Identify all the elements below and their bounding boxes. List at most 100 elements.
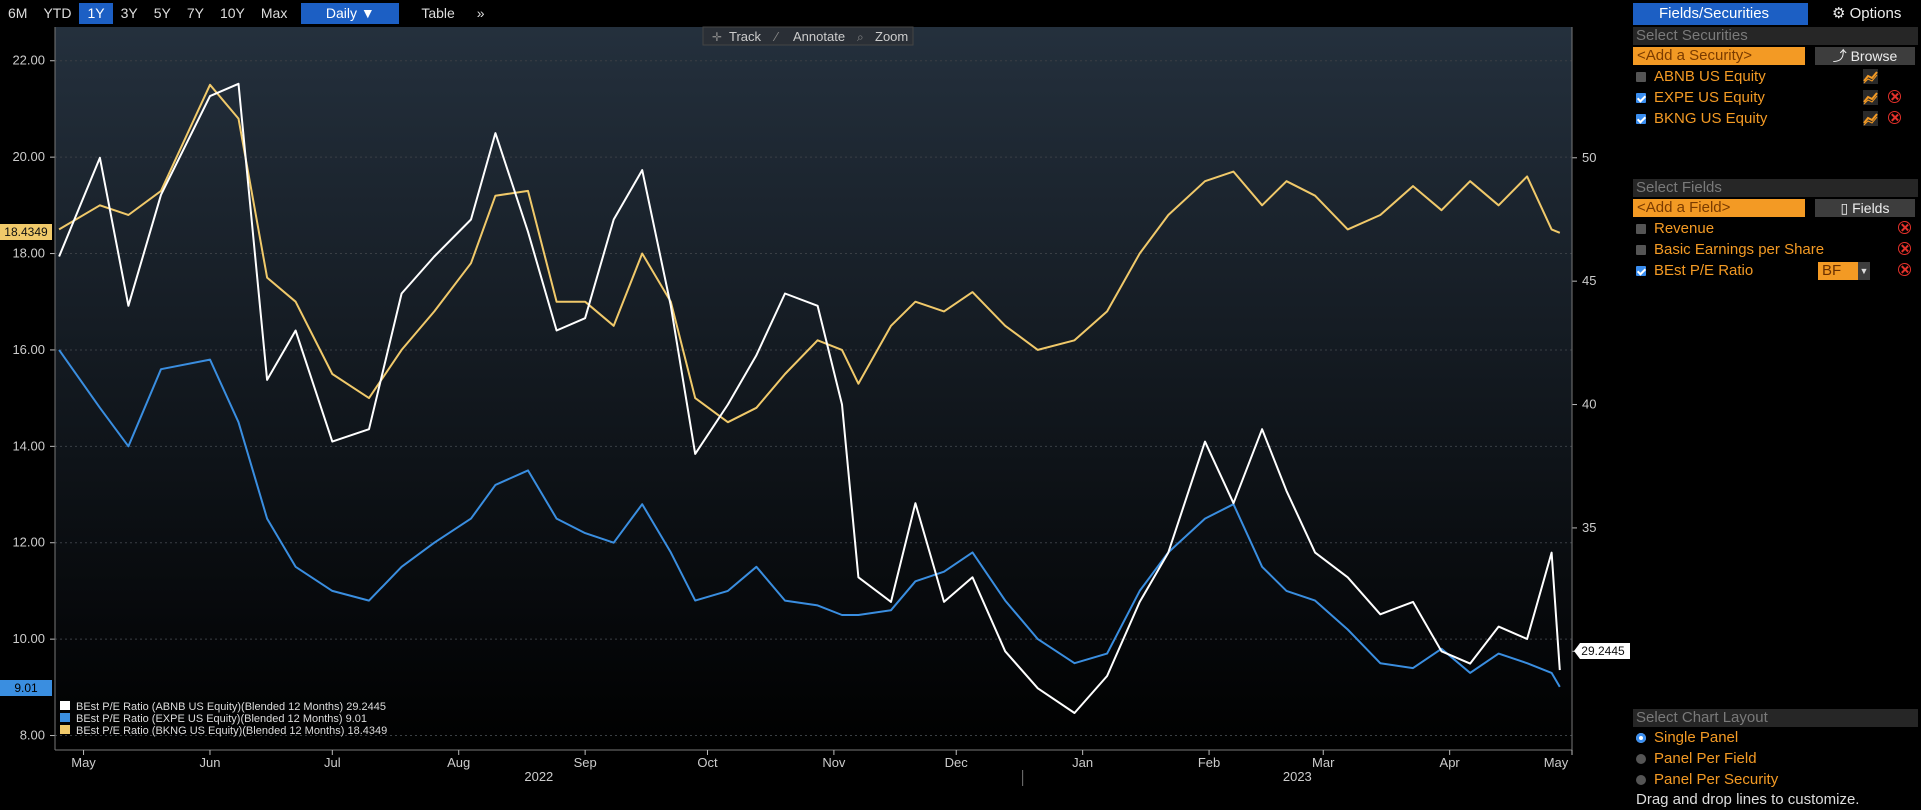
annotate-button[interactable]: Annotate	[793, 29, 845, 44]
fields-icon: ▯	[1840, 200, 1849, 216]
browse-button[interactable]: ⤴ Browse	[1815, 47, 1915, 65]
field-label-revenue: Revenue	[1654, 220, 1715, 237]
browse-label: Browse	[1850, 48, 1898, 64]
right-tick-label: 40	[1582, 397, 1596, 412]
field-label-pe: BEst P/E Ratio	[1654, 262, 1754, 279]
line-style-icon[interactable]	[1863, 90, 1878, 105]
fields-button[interactable]: ▯ Fields	[1815, 199, 1915, 217]
range-max-button[interactable]: Max	[260, 5, 288, 21]
security-label-bkng: BKNG US Equity	[1654, 110, 1768, 127]
zoom-icon: ⌕	[857, 30, 864, 44]
remove-icon[interactable]	[1898, 242, 1911, 255]
chevron-down-icon[interactable]: ▼	[1858, 262, 1870, 280]
layout-label-panel-per-field: Panel Per Field	[1654, 750, 1757, 767]
range-7y-button[interactable]: 7Y	[186, 5, 204, 21]
security-checkbox-abnb[interactable]	[1636, 72, 1646, 82]
abnb-value-tag	[1574, 643, 1630, 659]
field-row-eps: Basic Earnings per Share	[1630, 239, 1921, 260]
range-3y-button[interactable]: 3Y	[120, 5, 138, 21]
right-axis: 5045403530	[1571, 27, 1596, 750]
x-tick-label: Nov	[822, 755, 846, 770]
x-tick-label: Feb	[1198, 755, 1220, 770]
remove-icon[interactable]	[1898, 263, 1911, 276]
x-tick-label: Aug	[447, 755, 470, 770]
chart-toolbar: 6M YTD 1Y 3Y 5Y 7Y 10Y Max Daily ▼ Table…	[0, 0, 1630, 27]
layout-label-panel-per-security: Panel Per Security	[1654, 771, 1779, 788]
legend: BEst P/E Ratio (ABNB US Equity)(Blended …	[60, 701, 387, 737]
x-tick-label: Mar	[1312, 755, 1335, 770]
x-tick-label: Apr	[1440, 755, 1461, 770]
security-row-expe: EXPE US Equity	[1630, 87, 1921, 108]
x-tick-label: Sep	[574, 755, 597, 770]
more-button[interactable]: »	[476, 5, 485, 21]
frequency-dropdown[interactable]: Daily ▼	[301, 3, 400, 24]
x-tick-label: May	[1544, 755, 1569, 770]
sidebar-tabs: Fields/Securities ⚙ Options	[1630, 3, 1921, 27]
remove-icon[interactable]	[1888, 90, 1901, 103]
x-tick-label: Oct	[697, 755, 718, 770]
remove-icon[interactable]	[1888, 111, 1901, 124]
annotate-icon: ⁄	[772, 30, 780, 44]
right-tick-label: 50	[1582, 150, 1596, 165]
range-ytd-button[interactable]: YTD	[43, 5, 72, 21]
remove-icon[interactable]	[1898, 221, 1911, 234]
bkng-value-tag	[0, 224, 52, 240]
layout-option-panel-per-field[interactable]: Panel Per Field	[1630, 748, 1921, 769]
chart-tools-bar	[702, 26, 914, 46]
field-checkbox-eps[interactable]	[1636, 245, 1646, 255]
bf-dropdown[interactable]: BF	[1818, 262, 1858, 280]
select-securities-heading: Select Securities	[1633, 27, 1918, 45]
legend-swatch-abnb	[60, 701, 70, 710]
layout-hint: Drag and drop lines to customize.	[1636, 791, 1860, 808]
select-chart-layout-heading: Select Chart Layout	[1633, 709, 1918, 727]
add-security-input[interactable]: <Add a Security>	[1633, 47, 1805, 65]
right-tick-label: 35	[1582, 520, 1596, 535]
radio-panel-per-security[interactable]	[1636, 775, 1646, 785]
x-year-label: 2022	[524, 769, 553, 784]
range-5y-button[interactable]: 5Y	[153, 5, 171, 21]
line-style-icon[interactable]	[1863, 111, 1878, 126]
line-style-icon[interactable]	[1863, 69, 1878, 84]
x-axis: May Jun Jul Aug Sep Oct Nov Dec Jan Feb Mar Apr May 2…	[55, 749, 1573, 786]
left-tick-label: 8.00	[20, 728, 45, 743]
left-tick-label: 18.00	[12, 246, 45, 261]
range-10y-button[interactable]: 10Y	[219, 5, 245, 21]
legend-label-expe: BEst P/E Ratio (EXPE US Equity)(Blended …	[76, 713, 367, 725]
left-tick-label: 12.00	[12, 535, 45, 550]
layout-label-single-panel: Single Panel	[1654, 729, 1739, 746]
tab-options[interactable]: ⚙ Options	[1808, 3, 1918, 25]
left-tick-label: 22.00	[12, 53, 45, 68]
security-checkbox-expe[interactable]	[1636, 93, 1646, 103]
layout-option-panel-per-security[interactable]: Panel Per Security	[1630, 769, 1921, 790]
field-checkbox-pe[interactable]	[1636, 266, 1646, 276]
plot-background	[55, 27, 1572, 750]
table-button[interactable]: Table	[421, 5, 455, 21]
security-checkbox-bkng[interactable]	[1636, 114, 1646, 124]
legend-label-bkng: BEst P/E Ratio (BKNG US Equity)(Blended …	[76, 725, 387, 737]
tab-fields-securities[interactable]: Fields/Securities	[1633, 3, 1808, 25]
fields-label: Fields	[1852, 200, 1890, 216]
series-line-bkng	[58, 83, 1561, 424]
security-row-bkng: BKNG US Equity	[1630, 108, 1921, 129]
left-axis: 22.00 20.00 18.00 16.00 14.00 12.00 10.00 8.00	[12, 27, 56, 750]
left-tick-label: 16.00	[12, 342, 45, 357]
range-6m-button[interactable]: 6M	[8, 5, 28, 21]
radio-panel-per-field[interactable]	[1636, 754, 1646, 764]
layout-option-single-panel[interactable]: Single Panel	[1630, 727, 1921, 748]
track-icon: ✛	[712, 30, 722, 44]
zoom-button[interactable]: Zoom	[875, 29, 908, 44]
field-checkbox-revenue[interactable]	[1636, 224, 1646, 234]
security-row-abnb: ABNB US Equity	[1630, 66, 1921, 87]
add-field-row: <Add a Field> ▯ Fields	[1630, 197, 1921, 218]
value-tags: 18.4349 9.01 29.2445	[0, 224, 1630, 696]
range-1y-button[interactable]: 1Y	[79, 3, 113, 24]
add-field-input[interactable]: <Add a Field>	[1633, 199, 1805, 217]
security-label-expe: EXPE US Equity	[1654, 89, 1765, 106]
x-tick-label: Jun	[199, 755, 220, 770]
radio-single-panel[interactable]	[1636, 733, 1646, 743]
field-label-eps: Basic Earnings per Share	[1654, 241, 1825, 258]
browse-icon: ⤴	[1832, 48, 1847, 64]
x-tick-label: Jan	[1072, 755, 1093, 770]
series-line-abnb	[58, 82, 1561, 714]
track-button[interactable]: Track	[729, 29, 762, 44]
